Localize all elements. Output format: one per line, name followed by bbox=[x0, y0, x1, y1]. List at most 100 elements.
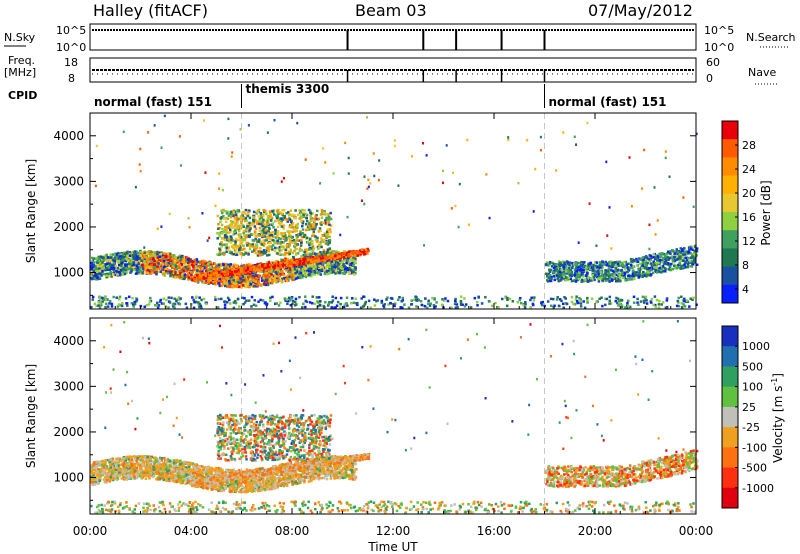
echo-cell bbox=[683, 253, 687, 256]
echo-cell bbox=[183, 273, 187, 276]
echo-cell bbox=[232, 279, 235, 282]
echo-cell bbox=[174, 257, 178, 261]
echo-cell bbox=[328, 235, 331, 239]
echo-cell bbox=[291, 241, 295, 244]
echo-cell bbox=[244, 267, 247, 270]
echo-cell bbox=[155, 261, 159, 264]
echo-cell bbox=[304, 267, 307, 271]
echo-cell bbox=[269, 231, 273, 235]
echo-cell bbox=[210, 264, 214, 268]
echo-cell bbox=[268, 261, 271, 265]
echo-cell bbox=[686, 256, 690, 260]
echo-cell bbox=[262, 282, 266, 285]
echo-cell bbox=[246, 284, 249, 287]
echo-cell bbox=[232, 210, 235, 214]
echo-cell bbox=[285, 269, 288, 272]
echo-cell bbox=[92, 266, 95, 269]
echo-cell bbox=[339, 256, 342, 260]
echo-cell bbox=[153, 254, 157, 257]
echo-cell bbox=[309, 212, 313, 215]
echo-cell bbox=[148, 255, 151, 258]
echo-cell bbox=[337, 267, 340, 270]
echo-cell bbox=[282, 215, 285, 218]
echo-cell bbox=[324, 267, 327, 270]
echo-cell bbox=[110, 275, 113, 278]
echo-cell bbox=[132, 267, 136, 270]
echo-cell bbox=[196, 269, 199, 272]
echo-cell bbox=[325, 257, 328, 261]
echo-cell bbox=[213, 275, 217, 278]
echo-cell bbox=[219, 242, 222, 246]
echo-cell bbox=[288, 277, 291, 280]
echo-cell bbox=[258, 250, 262, 253]
echo-cell bbox=[122, 273, 125, 276]
echo-cell bbox=[92, 274, 96, 278]
echo-cell bbox=[182, 255, 186, 259]
echo-cell bbox=[294, 273, 298, 277]
echo-cell bbox=[287, 260, 291, 264]
echo-cell bbox=[100, 267, 104, 270]
echo-cell bbox=[277, 272, 280, 275]
echo-cell bbox=[122, 258, 125, 261]
echo-cell bbox=[107, 266, 111, 269]
echo-cell bbox=[213, 263, 217, 266]
echo-cell bbox=[300, 258, 304, 261]
echo-cell bbox=[227, 211, 231, 215]
echo-cell bbox=[135, 264, 138, 268]
echo-cell bbox=[115, 268, 118, 272]
echo-cell bbox=[341, 252, 345, 255]
echo-cell bbox=[106, 272, 109, 276]
echo-cell bbox=[137, 251, 140, 255]
echo-cell bbox=[257, 208, 261, 212]
echo-cell bbox=[346, 266, 349, 270]
echo-cell bbox=[230, 278, 234, 282]
echo-cell bbox=[340, 265, 343, 269]
echo-cell bbox=[671, 267, 675, 271]
echo-cell bbox=[170, 270, 173, 273]
echo-cell bbox=[263, 235, 267, 238]
echo-cell bbox=[271, 270, 274, 273]
echo-cell bbox=[225, 212, 229, 215]
echo-cell bbox=[293, 227, 297, 231]
echo-cell bbox=[187, 272, 190, 276]
echo-cell bbox=[252, 215, 255, 219]
echo-cell bbox=[295, 233, 298, 237]
echo-cell bbox=[329, 211, 332, 215]
echo-cell bbox=[185, 267, 189, 270]
echo-cell bbox=[284, 279, 288, 283]
echo-cell bbox=[254, 278, 257, 282]
echo-cell bbox=[317, 269, 321, 272]
echo-cell bbox=[315, 217, 319, 221]
echo-cell bbox=[295, 252, 298, 255]
echo-cell bbox=[231, 285, 234, 288]
echo-cell bbox=[232, 274, 236, 278]
echo-cell bbox=[308, 263, 312, 267]
echo-cell bbox=[153, 259, 156, 263]
echo-cell bbox=[274, 236, 278, 239]
echo-cell bbox=[176, 271, 180, 275]
echo-cell bbox=[110, 256, 113, 259]
echo-cell bbox=[228, 285, 232, 289]
echo-cell bbox=[313, 271, 317, 274]
echo-cell bbox=[281, 269, 284, 273]
echo-cell bbox=[570, 279, 574, 283]
echo-cell bbox=[163, 274, 167, 277]
echo-cell bbox=[209, 261, 212, 264]
echo-cell bbox=[263, 242, 266, 245]
echo-cell bbox=[254, 272, 257, 275]
echo-cell bbox=[347, 272, 351, 276]
echo-cell bbox=[220, 245, 223, 249]
echo-cell bbox=[225, 270, 228, 273]
echo-cell bbox=[96, 276, 99, 279]
echo-cell bbox=[233, 216, 236, 219]
echo-cell bbox=[141, 255, 144, 258]
echo-cell bbox=[210, 266, 214, 270]
echo-cell bbox=[159, 256, 162, 260]
echo-cell bbox=[556, 277, 559, 281]
echo-cell bbox=[120, 273, 123, 276]
echo-cell bbox=[226, 225, 229, 228]
echo-cell bbox=[180, 264, 184, 267]
echo-cell bbox=[309, 219, 313, 223]
echo-cell bbox=[235, 210, 239, 214]
echo-cell bbox=[229, 225, 233, 229]
